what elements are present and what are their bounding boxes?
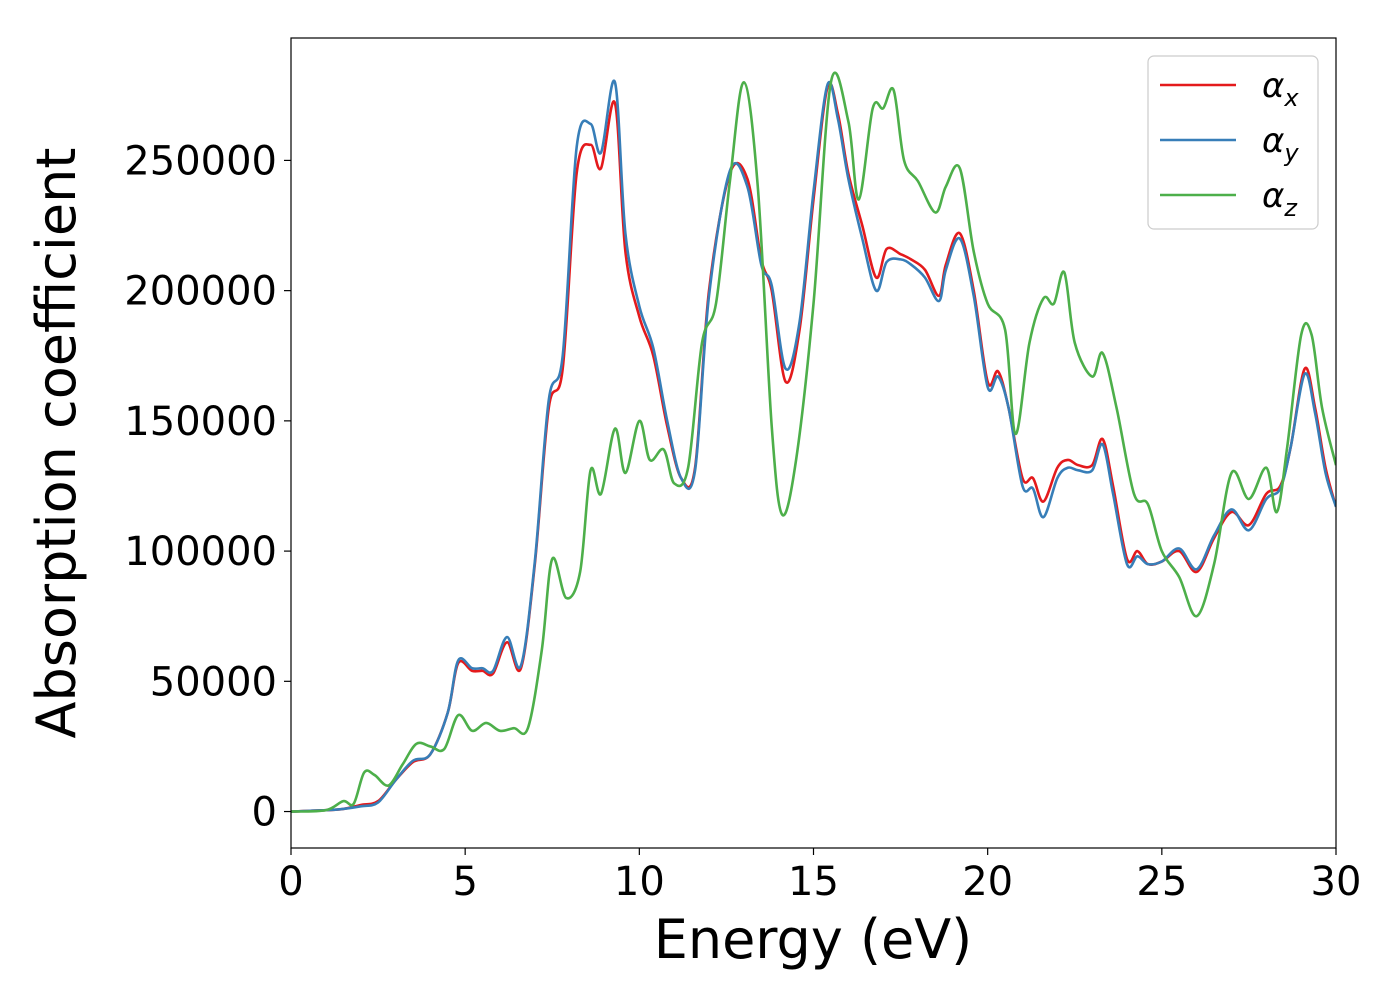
x-tick-label: 30: [1311, 859, 1362, 905]
x-tick-label: 25: [1136, 859, 1187, 905]
series-line-alpha-y: [291, 79, 1336, 813]
y-tick-label: 50000: [150, 659, 277, 705]
x-tick-label: 0: [278, 859, 303, 905]
series-line-alpha-z: [291, 71, 1336, 813]
x-axis-ticks: 0 5 10 15 20 25 30: [278, 848, 1361, 905]
series-layer: [291, 71, 1336, 813]
y-axis-ticks: 0 50000 100000 150000 200000 250000: [124, 138, 291, 836]
y-tick-label: 250000: [124, 138, 277, 184]
y-axis-title: Absorption coefficient: [25, 148, 88, 739]
x-axis-title: Energy (eV): [654, 908, 973, 971]
x-tick-label: 10: [614, 859, 665, 905]
x-tick-label: 20: [962, 859, 1013, 905]
y-tick-label: 150000: [124, 399, 277, 445]
y-tick-label: 200000: [124, 269, 277, 315]
legend-box: [1147, 55, 1319, 230]
x-tick-label: 15: [788, 859, 839, 905]
y-tick-label: 0: [252, 790, 277, 836]
y-tick-label: 100000: [124, 529, 277, 575]
x-tick-label: 5: [452, 859, 477, 905]
